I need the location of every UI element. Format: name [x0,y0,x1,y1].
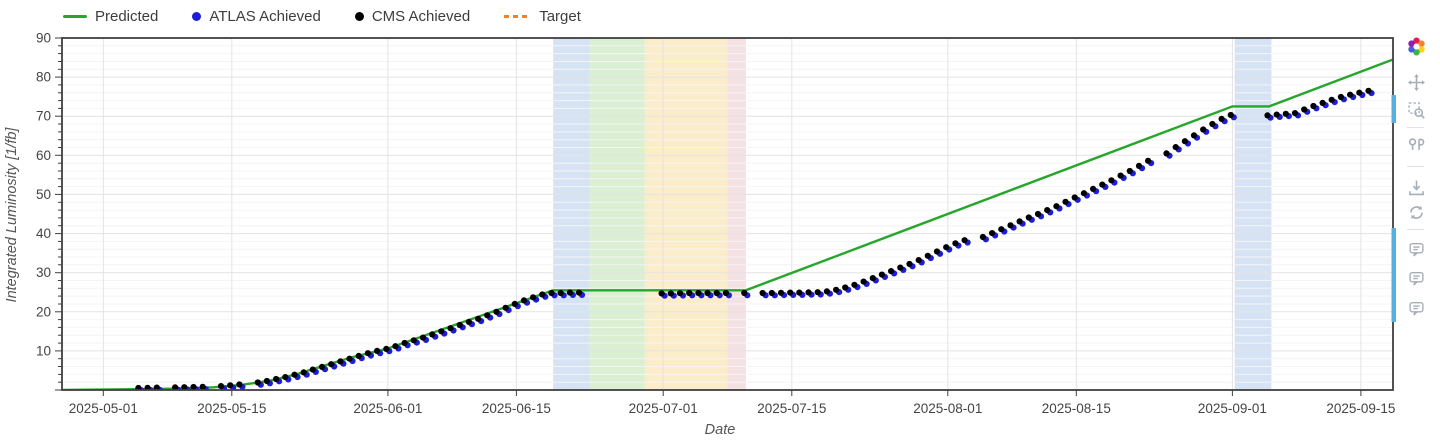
legend-item-target[interactable]: Target [504,8,581,25]
hover-compare-icon[interactable] [1403,132,1429,156]
x-tick-label: 2025-07-01 [629,401,698,416]
x-tick-label: 2025-07-15 [757,401,826,416]
period-band-stop-pink [727,38,746,390]
cms-achieved-dots[interactable] [135,87,1372,391]
chart-legend: Predicted ATLAS Achieved CMS Achieved Targe… [63,5,581,27]
legend-dash-swatch [504,14,532,18]
period-band-stop-amber [644,38,728,390]
y-tick-label: 20 [36,304,51,319]
comment-icon-3[interactable] [1403,296,1429,320]
x-tick-label: 2025-09-01 [1198,401,1267,416]
side-indicator-bar [1391,228,1396,322]
modebar-separator [1407,229,1424,230]
plotly-logo-icon[interactable] [1403,34,1429,58]
x-tick-label: 2025-05-01 [69,401,138,416]
comment-icon-1[interactable] [1403,237,1429,261]
download-icon[interactable] [1403,175,1429,199]
legend-item-atlas-achieved[interactable]: ATLAS Achieved [192,7,321,25]
refresh-icon[interactable] [1403,200,1429,224]
y-tick-label: 90 [36,31,51,46]
x-tick-label: 2025-09-15 [1326,401,1395,416]
period-band-stop-blue-sept [1234,38,1272,390]
legend-label: Target [539,7,581,25]
legend-dot-swatch [192,11,202,21]
legend-item-cms-achieved[interactable]: CMS Achieved [354,7,471,25]
y-tick-label: 70 [36,109,51,124]
y-tick-label: 50 [36,187,51,202]
period-band-stop-blue-june [553,38,590,390]
x-tick-label: 2025-08-15 [1042,401,1111,416]
y-axis-title: Integrated Luminosity [1/fb] [4,127,20,303]
modebar-separator [1407,127,1424,128]
y-tick-label: 80 [36,70,51,85]
x-tick-label: 2025-05-15 [197,401,266,416]
comment-icon-2[interactable] [1403,266,1429,290]
x-tick-label: 2025-06-01 [353,401,422,416]
y-tick-label: 60 [36,148,51,163]
y-tick-label: 10 [36,343,51,358]
y-tick-label: 30 [36,265,51,280]
period-band-stop-green [589,38,645,390]
modebar-separator [1407,166,1424,167]
legend-line-swatch [63,14,87,18]
legend-dot-swatch [354,11,364,21]
x-axis-title: Date [704,422,736,438]
legend-label: CMS Achieved [371,7,471,25]
box-zoom-icon[interactable] [1403,98,1429,122]
side-indicator-bar [1391,95,1396,123]
x-tick-label: 2025-06-15 [482,401,551,416]
plot-modebar [1399,0,1437,448]
legend-label: ATLAS Achieved [209,7,321,25]
y-tick-label: 40 [36,226,51,241]
legend-item-predicted[interactable]: Predicted [63,8,158,25]
legend-label: Predicted [95,7,159,25]
plot-border [61,37,1394,391]
x-tick-label: 2025-08-01 [913,401,982,416]
pan-icon[interactable] [1403,70,1429,94]
